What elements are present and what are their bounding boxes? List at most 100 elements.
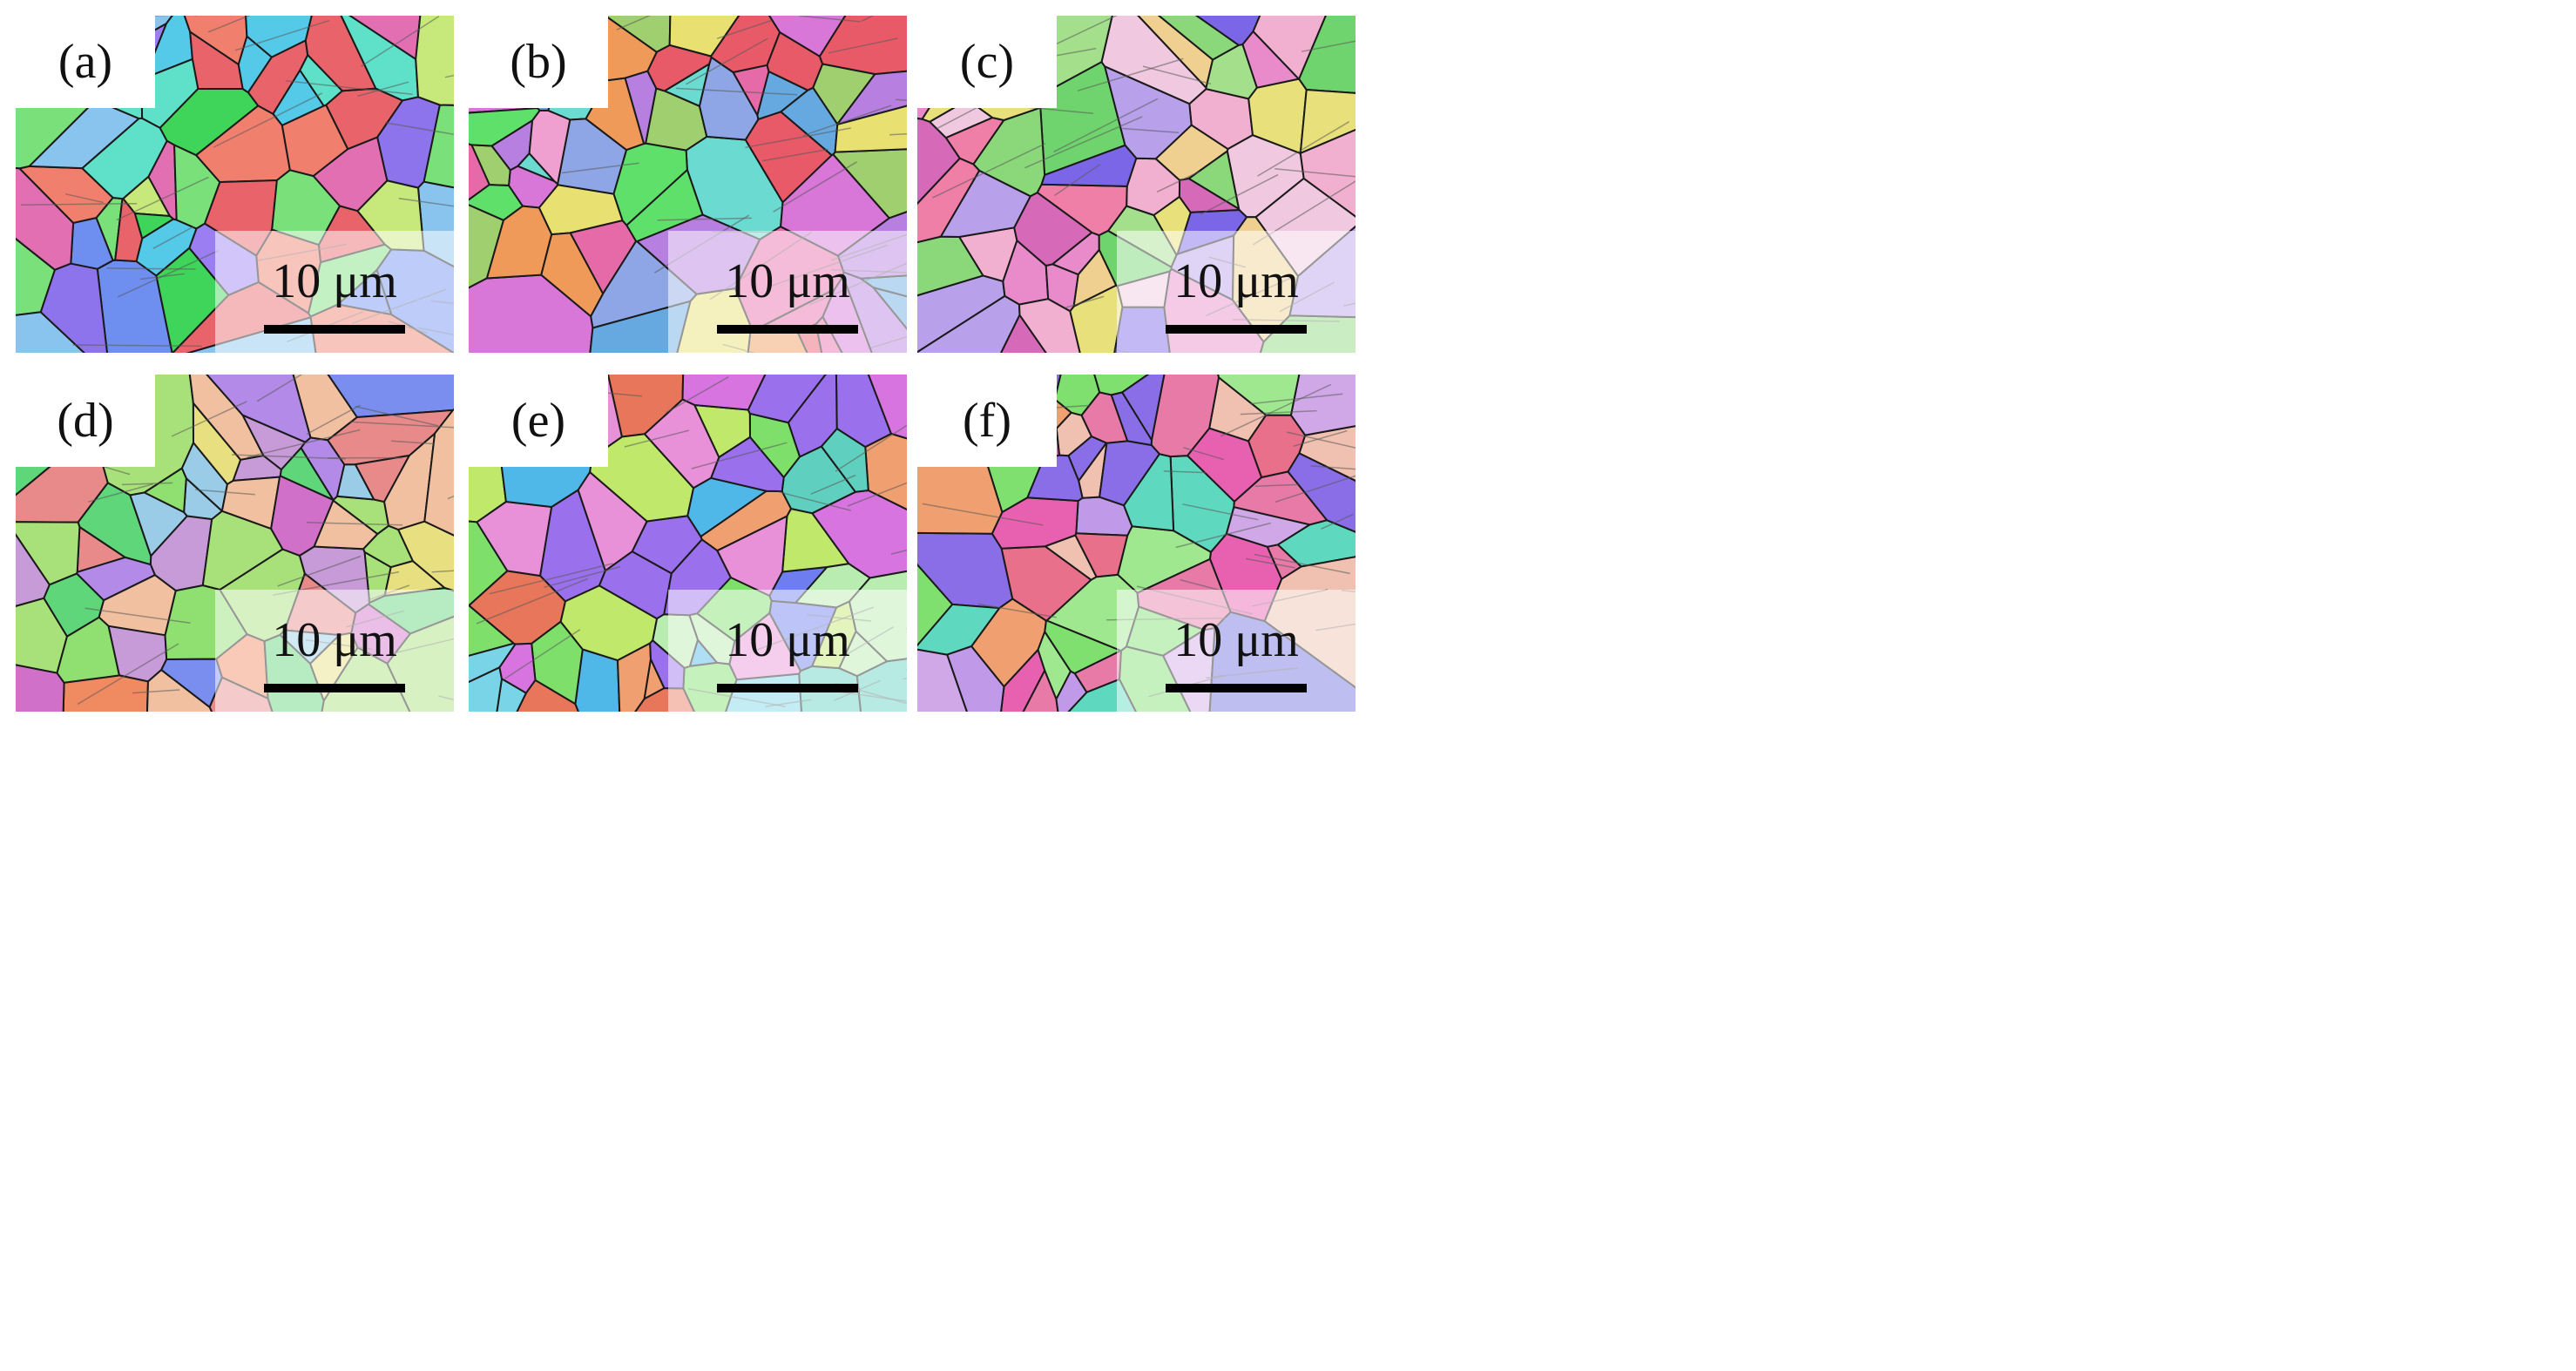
grain xyxy=(540,232,605,318)
grain xyxy=(681,375,767,411)
sub-boundary xyxy=(847,482,907,507)
sub-boundary xyxy=(306,404,361,436)
panel-label: (d) xyxy=(57,394,114,448)
grain xyxy=(946,645,1005,712)
sub-boundary xyxy=(1053,163,1101,197)
panel-label: (e) xyxy=(510,394,566,448)
grain xyxy=(43,572,105,638)
sub-boundary xyxy=(745,127,851,149)
sub-boundary xyxy=(616,16,652,30)
sub-boundary xyxy=(139,273,185,280)
sub-boundary xyxy=(1183,447,1224,461)
sub-boundary xyxy=(1024,116,1143,169)
sub-boundary xyxy=(561,162,639,174)
sub-boundary xyxy=(1257,121,1350,177)
sub-boundary xyxy=(802,105,892,137)
sub-boundary xyxy=(835,424,907,472)
grain xyxy=(698,56,760,141)
sub-boundary xyxy=(476,577,589,625)
scale-bar xyxy=(1166,325,1307,334)
scale-bar-box: 10 μm xyxy=(1117,590,1356,712)
grain xyxy=(939,169,1032,239)
sub-boundary xyxy=(256,375,303,402)
grain xyxy=(643,656,666,701)
sub-boundary xyxy=(361,16,440,67)
grain xyxy=(917,531,1014,610)
grain xyxy=(247,38,309,116)
sub-boundary xyxy=(213,92,323,148)
sub-boundary xyxy=(1175,522,1271,549)
sub-boundary xyxy=(234,19,329,51)
sub-boundary xyxy=(489,563,613,595)
sub-boundary xyxy=(799,16,861,23)
sub-boundary xyxy=(106,267,196,270)
sub-boundary xyxy=(1310,465,1356,470)
sub-boundary xyxy=(1254,483,1299,487)
sub-boundary xyxy=(691,442,788,469)
sub-boundary xyxy=(762,148,829,162)
scale-bar-label: 10 μm xyxy=(1173,254,1299,308)
grain xyxy=(1044,619,1123,675)
scale-bar-box: 10 μm xyxy=(668,590,907,712)
sub-boundary xyxy=(431,570,454,573)
sub-boundary xyxy=(1274,475,1356,503)
grain xyxy=(469,107,542,147)
sub-boundary xyxy=(1245,557,1295,569)
scale-bar-box: 10 μm xyxy=(668,231,907,353)
ebsd-panel-c: (c) 10 μm xyxy=(917,16,1356,353)
panel-label: (a) xyxy=(57,35,113,89)
sub-boundary xyxy=(1122,127,1180,134)
sub-boundary xyxy=(1163,470,1206,474)
sub-boundary xyxy=(977,603,1057,618)
ebsd-panel-f: (f) 10 μm xyxy=(917,375,1356,712)
sub-boundary xyxy=(778,490,851,511)
panel-label-box: (b) xyxy=(469,16,608,108)
grain xyxy=(201,510,284,591)
panel-label: (c) xyxy=(959,35,1015,89)
scale-bar xyxy=(717,684,858,692)
grain xyxy=(867,375,907,440)
sub-boundary xyxy=(87,483,153,503)
grain xyxy=(1287,452,1356,533)
grain xyxy=(834,105,907,153)
sub-boundary xyxy=(121,482,173,486)
sub-boundary xyxy=(922,503,1044,526)
grain xyxy=(206,375,312,443)
grain xyxy=(1093,375,1150,396)
sub-boundary xyxy=(889,132,907,136)
sub-boundary xyxy=(1321,513,1354,530)
grain xyxy=(1098,440,1161,507)
grain xyxy=(1100,16,1207,105)
sub-boundary xyxy=(152,226,194,249)
grain xyxy=(415,16,454,106)
grain xyxy=(326,409,454,466)
grain xyxy=(1157,16,1241,61)
scale-bar-label: 10 μm xyxy=(272,254,397,308)
grain xyxy=(1299,88,1356,155)
sub-boundary xyxy=(171,401,247,437)
sub-boundary xyxy=(20,202,138,206)
scale-bar-box: 10 μm xyxy=(215,231,454,353)
grain xyxy=(787,375,838,458)
grain xyxy=(39,262,108,353)
sub-boundary xyxy=(1220,383,1332,437)
panel-label-box: (a) xyxy=(16,16,155,108)
sub-boundary xyxy=(355,405,439,427)
sub-boundary xyxy=(195,489,255,496)
grain xyxy=(1150,375,1220,458)
sub-boundary xyxy=(932,143,1046,199)
panel-label: (f) xyxy=(963,394,1011,448)
grain xyxy=(1178,177,1241,213)
sub-boundary xyxy=(1293,429,1348,448)
scale-bar-label: 10 μm xyxy=(725,254,850,308)
scale-bar xyxy=(264,325,405,334)
grain xyxy=(1120,375,1166,442)
sub-boundary xyxy=(1142,65,1212,85)
grain xyxy=(716,514,788,598)
sub-boundary xyxy=(357,81,409,98)
panel-label-box: (e) xyxy=(469,375,608,467)
sub-boundary xyxy=(1254,553,1350,575)
sub-boundary xyxy=(1301,40,1356,52)
grain xyxy=(1074,532,1129,578)
sub-boundary xyxy=(72,344,202,348)
